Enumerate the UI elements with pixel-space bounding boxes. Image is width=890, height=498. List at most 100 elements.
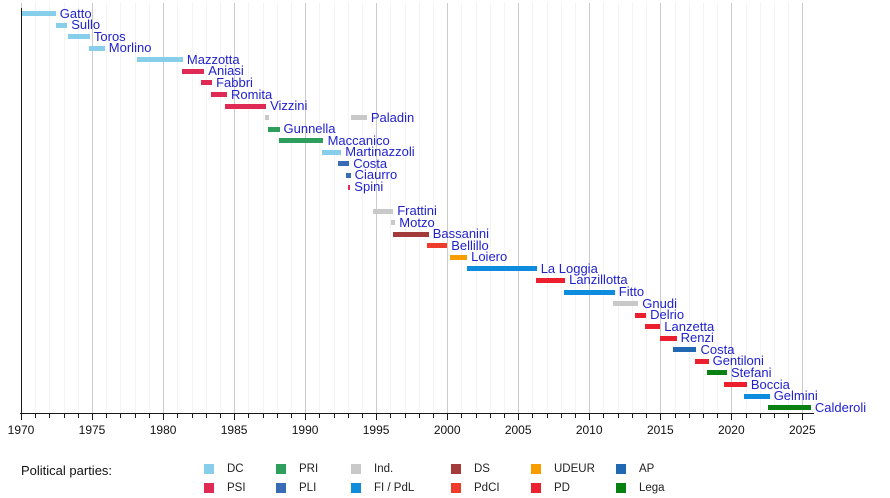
name-label-stefani: Stefani (731, 364, 772, 380)
term-bar-ciaurro (346, 172, 351, 178)
gridline-1988 (276, 3, 278, 413)
gridline-2017 (688, 3, 690, 413)
gridline-2014 (646, 3, 648, 413)
gridline-2020 (731, 3, 733, 413)
tick-2010 (589, 414, 591, 420)
term-bar-paladin-2 (350, 115, 367, 121)
gridline-1989 (290, 3, 292, 413)
name-label-spini: Spini (354, 179, 384, 194)
tick-2016 (674, 414, 676, 418)
gridline-2004 (504, 3, 505, 413)
term-bar-motzo (391, 220, 396, 226)
gridline-1973 (63, 3, 65, 413)
term-bar-fabbri (200, 80, 213, 86)
name-label-bellillo: Bellillo (451, 237, 489, 253)
gridline-1997 (404, 3, 406, 413)
tick-2009 (575, 414, 576, 418)
gridline-1990 (305, 3, 307, 413)
name-label-morlino: Morlino (108, 40, 152, 56)
tick-2007 (546, 414, 548, 418)
legend-swatch-pd (531, 483, 541, 493)
gridline-1977 (120, 3, 122, 413)
name-label-bassanini: Bassanini (432, 226, 490, 242)
term-bar-aniasi (181, 68, 205, 74)
legend-swatch-fi-pdl (351, 483, 361, 493)
gridline-1999 (433, 3, 434, 413)
tick-1972 (49, 414, 51, 418)
tick-1989 (290, 414, 292, 418)
tick-label-2000: 2000 (433, 423, 461, 437)
gridline-1974 (77, 3, 79, 413)
legend-label-fi-pdl: FI / PdL (374, 482, 415, 494)
term-bar-lanzetta (644, 324, 661, 330)
gridline-1998 (418, 3, 420, 413)
gridline-2012 (617, 3, 619, 413)
gridline-2002 (475, 3, 477, 413)
gridline-1993 (347, 3, 349, 413)
tick-1980 (163, 414, 165, 420)
tick-2024 (788, 414, 790, 418)
term-bar-toros (67, 34, 90, 40)
tick-1988 (276, 414, 278, 418)
gridline-2008 (560, 3, 562, 413)
term-bar-romita (211, 92, 227, 97)
gridline-1987 (262, 3, 264, 413)
gridline-2022 (759, 3, 761, 413)
tick-1990 (305, 414, 307, 420)
tick-2023 (773, 414, 775, 418)
name-label-maccanico: Maccanico (327, 132, 390, 148)
tick-1977 (120, 414, 122, 418)
gridline-2018 (702, 3, 704, 413)
tick-1986 (248, 414, 250, 418)
tick-1998 (418, 414, 420, 418)
tick-label-1970: 1970 (7, 423, 35, 437)
tick-1995 (376, 414, 378, 420)
gridline-1996 (390, 3, 392, 413)
legend-label-dc: DC (227, 463, 244, 475)
name-label-lanzetta: Lanzetta (664, 318, 715, 334)
name-label-mazzotta: Mazzotta (186, 51, 240, 67)
tick-1973 (63, 414, 65, 418)
name-label-frattini: Frattini (397, 203, 437, 218)
term-bar-fitto (563, 289, 615, 295)
term-bar-gunnella (268, 126, 280, 132)
tick-2004 (504, 414, 505, 418)
gridline-2019 (717, 3, 719, 413)
gridline-2016 (674, 3, 676, 413)
gridline-1982 (191, 3, 193, 413)
term-bar-spini (347, 184, 351, 190)
term-bar-gentiloni (695, 358, 709, 364)
name-label-toros: Toros (93, 28, 126, 44)
gridline-2007 (546, 3, 548, 413)
legend-swatch-psi (204, 483, 214, 493)
tick-1992 (333, 414, 335, 418)
term-bar-costa (337, 161, 350, 167)
name-label-boccia: Boccia (750, 376, 790, 392)
tick-2017 (688, 414, 690, 418)
gridline-1978 (134, 3, 136, 413)
gridline-2025 (802, 3, 804, 413)
tick-label-1995: 1995 (362, 423, 390, 437)
tick-2018 (702, 414, 704, 418)
tick-1976 (106, 414, 108, 418)
name-label-motzo: Motzo (399, 214, 435, 230)
name-label-loiero: Loiero (471, 249, 508, 265)
tick-1978 (134, 414, 136, 418)
tick-2001 (461, 414, 463, 418)
tick-label-1980: 1980 (149, 423, 177, 437)
name-label-la-loggia: La Loggia (540, 260, 598, 276)
gridline-1972 (49, 3, 51, 413)
tick-1999 (433, 414, 434, 418)
tick-2005 (518, 414, 520, 420)
y-axis-line (21, 8, 22, 414)
gridline-1980 (163, 3, 165, 413)
gridline-2006 (532, 3, 534, 413)
legend-swatch-ind- (351, 464, 361, 474)
legend-label-lega: Lega (639, 482, 665, 494)
gridline-1975 (92, 3, 93, 413)
tick-2025 (802, 414, 804, 420)
tick-label-2025: 2025 (788, 423, 816, 437)
gridline-2011 (603, 3, 605, 413)
term-bar-paladin (265, 115, 269, 121)
